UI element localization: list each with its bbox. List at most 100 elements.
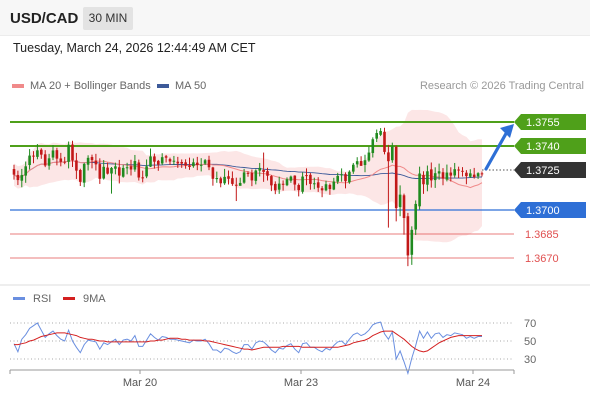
level-tag-1.3700 xyxy=(514,202,586,218)
level-label-1.3755: 1.3755 xyxy=(526,117,560,129)
candle-body xyxy=(332,181,336,190)
rsi-tick-70: 70 xyxy=(524,318,536,330)
candle-body xyxy=(289,176,293,181)
forecast-arrow-shaft xyxy=(484,128,510,171)
candle-body xyxy=(94,160,98,165)
candle-body xyxy=(472,174,476,178)
candle-body xyxy=(184,162,187,166)
candle-body xyxy=(394,146,398,209)
legend-ma50: MA 50 xyxy=(157,80,206,92)
rsi-tick-50: 50 xyxy=(524,336,536,348)
candle-body xyxy=(453,169,456,176)
candle-body xyxy=(375,133,378,139)
candle-body xyxy=(266,171,269,176)
candle-body xyxy=(336,175,339,182)
candle-body xyxy=(153,156,156,162)
candle-body xyxy=(55,150,59,159)
candle-body xyxy=(363,160,367,166)
level-tag-1.3755 xyxy=(514,114,586,130)
level-label-1.3725: 1.3725 xyxy=(526,165,560,177)
candle-body xyxy=(28,155,31,166)
candle-body xyxy=(168,159,172,162)
ma50-label: MA 50 xyxy=(175,80,207,92)
candle-body xyxy=(324,184,328,191)
header-bar: USD/CAD 30 MIN xyxy=(0,0,590,36)
legend-ma20: MA 20 + Bollinger Bands xyxy=(12,80,151,92)
candle-body xyxy=(24,166,27,176)
candle-body xyxy=(437,171,441,174)
candle-body xyxy=(316,182,320,188)
candle-body xyxy=(441,172,445,179)
candle-body xyxy=(36,150,39,157)
candle-body xyxy=(348,171,351,183)
candle-body xyxy=(469,173,472,177)
candle-body xyxy=(301,176,304,192)
candle-body xyxy=(461,170,464,172)
candle-body xyxy=(106,167,109,174)
candle-body xyxy=(98,164,102,179)
candle-body xyxy=(219,178,222,184)
symbol-title: USD/CAD xyxy=(10,10,79,27)
forecast-arrow-head xyxy=(500,124,514,138)
level-label-1.3740: 1.3740 xyxy=(526,141,560,153)
candle-body xyxy=(75,160,78,171)
candle-body xyxy=(32,155,35,157)
candle-body xyxy=(90,157,94,161)
time-label-Mar-20: Mar 20 xyxy=(123,377,157,389)
candle-body xyxy=(328,184,332,190)
candle-body xyxy=(86,157,90,165)
candle-body xyxy=(43,154,47,166)
candle-body xyxy=(40,149,43,155)
candle-body xyxy=(12,169,16,175)
time-label-Mar-24: Mar 24 xyxy=(456,377,490,389)
candle-body xyxy=(121,167,125,177)
candle-body xyxy=(383,131,386,152)
candle-body xyxy=(133,161,137,170)
candle-body xyxy=(67,144,70,162)
rsi-ma-legend-label: 9MA xyxy=(83,293,106,305)
candle-body xyxy=(164,156,168,158)
candle-body xyxy=(172,160,176,162)
candle-body xyxy=(293,175,297,185)
candle-body xyxy=(391,146,394,161)
candle-body xyxy=(387,152,390,162)
candle-body xyxy=(192,162,195,167)
candle-body xyxy=(476,173,480,177)
candle-body xyxy=(414,203,417,230)
candle-body xyxy=(258,167,261,171)
candle-body xyxy=(433,173,437,181)
candle-body xyxy=(426,171,429,185)
candle-body xyxy=(235,184,238,186)
level-label-1.3685: 1.3685 xyxy=(525,229,559,241)
candle-body xyxy=(242,172,246,183)
candle-body xyxy=(406,216,410,256)
candle-body xyxy=(188,165,191,167)
candle-body xyxy=(465,172,468,177)
candle-body xyxy=(313,183,316,185)
candle-body xyxy=(114,166,117,169)
candle-body xyxy=(215,178,219,180)
ma50-swatch xyxy=(157,84,169,89)
candle-body xyxy=(79,170,82,182)
candle-body xyxy=(180,162,183,164)
candle-body xyxy=(371,139,375,154)
candle-body xyxy=(137,162,141,178)
candle-body xyxy=(402,195,406,218)
candles-group xyxy=(12,127,484,267)
candle-body xyxy=(305,175,308,177)
candle-body xyxy=(102,166,105,179)
candle-body xyxy=(176,161,180,164)
candle-body xyxy=(379,130,382,135)
candle-body xyxy=(145,166,148,177)
candle-body xyxy=(82,163,86,183)
candle-body xyxy=(281,183,285,185)
candle-body xyxy=(223,176,226,184)
timeframe-button[interactable]: 30 MIN xyxy=(83,7,133,30)
candle-body xyxy=(199,164,203,166)
candle-body xyxy=(449,172,453,176)
candle-body xyxy=(246,172,250,174)
candle-body xyxy=(250,172,254,181)
candle-body xyxy=(110,167,113,174)
